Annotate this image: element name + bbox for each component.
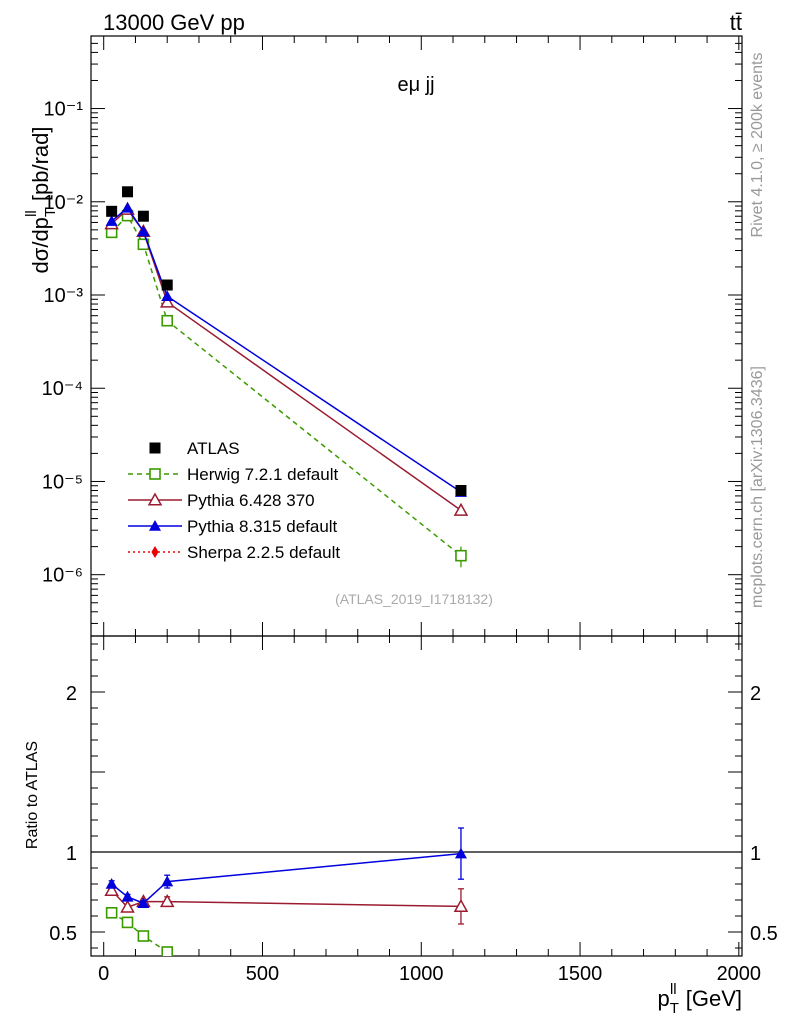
legend-atlas-marker — [149, 442, 161, 454]
legend-herwig-7-2-1-default-label: Herwig 7.2.1 default — [187, 465, 338, 484]
ratio-pythia-8-315-default-point — [454, 847, 467, 859]
atlas-point — [455, 484, 467, 496]
header-left: 13000 GeV pp — [103, 10, 245, 35]
y-tick-label: 10⁻⁴ — [42, 378, 83, 400]
atlas-point — [106, 205, 118, 217]
y-tick-label: 10⁻² — [44, 192, 84, 214]
x-tick-label: 0 — [98, 963, 109, 985]
ratio-series-group — [104, 827, 469, 956]
x-tick-label: 1500 — [558, 963, 603, 985]
legend-pythia-8-315-default-label: Pythia 8.315 default — [187, 517, 338, 536]
main-y-axis-label: dσ/dpTll [pb/rad] — [23, 127, 59, 274]
y-tick-label: 10⁻⁵ — [42, 471, 83, 493]
y-tick-label: 10⁻³ — [44, 285, 84, 307]
pythia-8-315-default-line — [111, 206, 462, 493]
x-tick-label: 2000 — [717, 963, 762, 985]
legend-sherpa-2-2-5-default-label: Sherpa 2.2.5 default — [187, 543, 340, 562]
ratio-herwig-7-2-1-default-point — [137, 930, 150, 942]
y-tick-label: 10⁻¹ — [44, 99, 84, 121]
header-right: tt̄ — [730, 10, 742, 35]
selection-label: eμ jj — [397, 74, 434, 96]
ratio-y-tick-label-right: 2 — [750, 683, 761, 705]
pythia-6-428-370-point — [159, 294, 175, 308]
ratio-pythia-8-315-default-point — [121, 890, 134, 902]
pythia-6-428-370-point — [453, 502, 469, 516]
ratio-pythia-6-428-370-point — [104, 882, 119, 896]
pythia-8-315-default-point — [121, 201, 134, 213]
main-series-group — [104, 186, 469, 568]
x-tick-label: 1000 — [399, 963, 444, 985]
ratio-y-tick-label: 1 — [66, 843, 77, 865]
ratio-y-tick-label: 0.5 — [49, 923, 77, 945]
legend: ATLAS Herwig 7.2.1 default Pythia 6.428 37… — [128, 439, 340, 562]
ratio-herwig-7-2-1-default-point — [161, 946, 174, 956]
y-tick-label: 10⁻⁶ — [42, 565, 83, 587]
x-axis-label: pTll [GeV] — [658, 981, 742, 1017]
rivet-version-text: Rivet 4.1.0, ≥ 200k events — [749, 53, 766, 238]
ratio-y-axis-label: Ratio to ATLAS — [24, 741, 41, 849]
mcplots-text: mcplots.cern.ch [arXiv:1306.3436] — [749, 366, 766, 608]
atlas-point — [161, 279, 173, 291]
pythia-8-315-default-point — [137, 225, 150, 237]
ratio-y-tick-label-right: 1 — [750, 843, 761, 865]
main-axis-ticks: 10⁻⁶ 10⁻⁵ 10⁻⁴ 10⁻³ 10⁻² 10⁻¹ — [42, 36, 742, 636]
ratio-pythia-6-428-370-point — [120, 899, 135, 913]
atlas-point — [137, 210, 149, 222]
legend-pythia-8-315-default-marker — [149, 520, 161, 531]
herwig-7-2-1-default-point — [455, 549, 467, 562]
ratio-axis-ticks: 0.5 0.5 1 1 2 2 0 500 1000 1500 2000 — [49, 636, 778, 985]
ratio-y-tick-label: 2 — [66, 683, 77, 705]
ratio-pythia-8-315-default-point — [161, 875, 174, 887]
legend-sherpa-2-2-5-default-marker — [151, 546, 159, 558]
ratio-pythia-6-428-370-point — [453, 898, 469, 912]
herwig-7-2-1-default-point — [161, 314, 174, 327]
ratio-pythia-8-315-default-point — [105, 878, 118, 889]
atlas-point — [122, 186, 134, 198]
analysis-tag: (ATLAS_2019_I1718132) — [335, 591, 493, 607]
legend-pythia-6-428-370-marker — [147, 492, 163, 506]
ratio-panel-frame — [90, 635, 743, 957]
legend-atlas-label: ATLAS — [187, 439, 240, 458]
ratio-y-tick-label-right: 0.5 — [750, 923, 778, 945]
pythia-8-315-default-point — [161, 290, 174, 302]
ratio-pythia-8-315-default-line — [111, 852, 462, 905]
legend-herwig-7-2-1-default-marker — [149, 468, 161, 480]
ratio-pythia-6-428-370-point — [159, 894, 175, 908]
x-tick-label: 500 — [246, 963, 279, 985]
ratio-herwig-7-2-1-default-point — [105, 906, 118, 919]
ratio-pythia-8-315-default-point — [137, 897, 150, 908]
pythia-8-315-default-point — [105, 215, 118, 226]
legend-pythia-6-428-370-label: Pythia 6.428 370 — [187, 491, 315, 510]
ratio-herwig-7-2-1-default-point — [121, 916, 134, 929]
